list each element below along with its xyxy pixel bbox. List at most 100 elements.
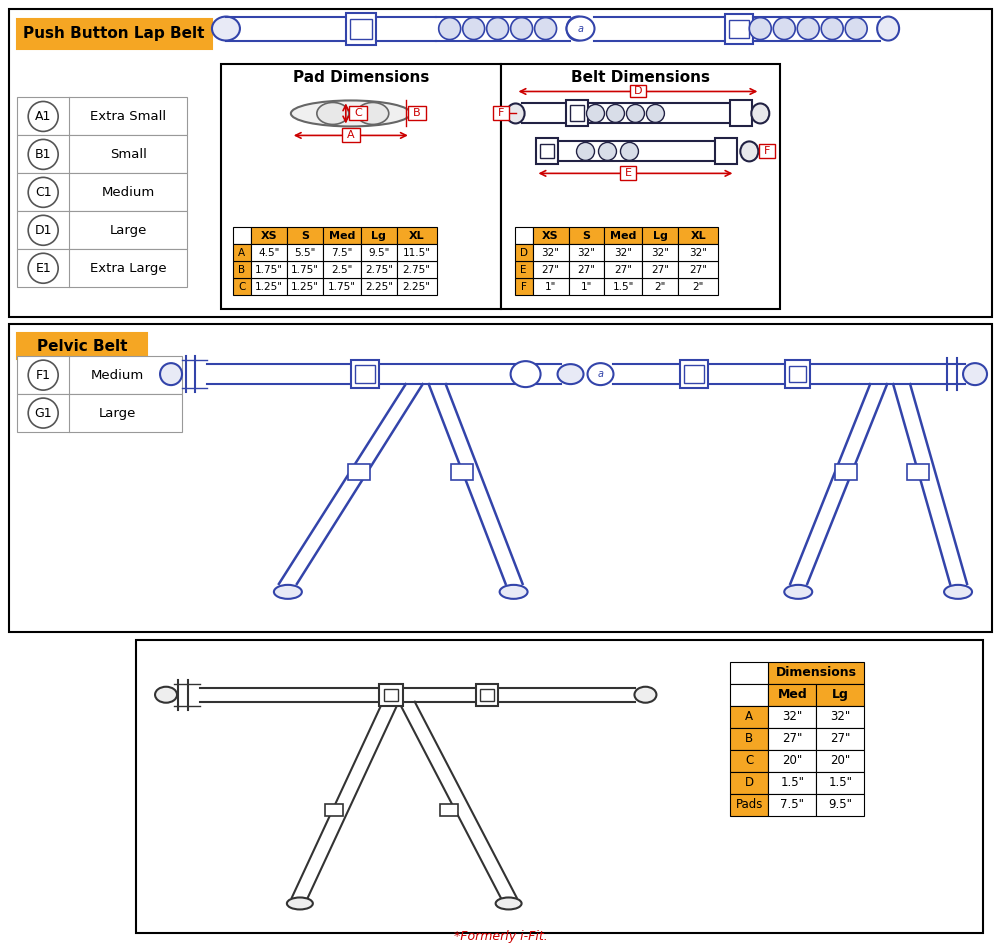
Bar — [476, 684, 498, 705]
Bar — [480, 688, 494, 701]
Ellipse shape — [500, 585, 528, 599]
Bar — [17, 173, 187, 211]
Bar — [533, 261, 569, 278]
Ellipse shape — [567, 16, 589, 41]
Text: Small: Small — [110, 148, 147, 161]
Bar — [816, 749, 864, 772]
Bar — [325, 803, 343, 816]
Text: 1.75": 1.75" — [291, 265, 319, 275]
Bar — [501, 64, 780, 309]
Bar — [604, 228, 642, 245]
Bar — [730, 794, 768, 816]
Text: 32": 32" — [651, 248, 669, 258]
Text: 11.5": 11.5" — [403, 248, 431, 258]
Bar — [348, 465, 370, 480]
Text: D: D — [520, 248, 528, 258]
Bar — [768, 684, 816, 705]
Text: XL: XL — [691, 230, 706, 241]
Ellipse shape — [558, 364, 584, 384]
Bar — [678, 245, 718, 261]
Bar — [350, 19, 372, 38]
Text: 2": 2" — [693, 282, 704, 291]
Text: F1: F1 — [36, 368, 51, 382]
Text: 32": 32" — [614, 248, 632, 258]
Text: 27": 27" — [578, 265, 596, 275]
Bar — [287, 278, 323, 295]
Bar — [768, 794, 816, 816]
Bar — [342, 129, 360, 143]
Bar — [349, 107, 367, 121]
Text: C: C — [745, 754, 753, 767]
Ellipse shape — [439, 17, 461, 40]
Text: Large: Large — [98, 407, 136, 420]
Text: *Formerly i-Fit.: *Formerly i-Fit. — [454, 930, 547, 943]
Bar — [816, 684, 864, 705]
Bar — [730, 727, 768, 749]
Text: 27": 27" — [542, 265, 560, 275]
Bar — [17, 249, 187, 288]
Text: 1.5": 1.5" — [613, 282, 634, 291]
Bar — [620, 167, 636, 180]
Text: 9.5": 9.5" — [828, 798, 852, 811]
Ellipse shape — [487, 17, 509, 40]
Text: 9.5": 9.5" — [368, 248, 389, 258]
Ellipse shape — [463, 17, 485, 40]
Bar — [251, 228, 287, 245]
Bar — [604, 261, 642, 278]
Ellipse shape — [606, 105, 624, 123]
Bar — [408, 107, 426, 121]
Bar — [355, 366, 375, 383]
Text: Med: Med — [610, 230, 637, 241]
Text: 4.5": 4.5" — [258, 248, 280, 258]
Bar — [287, 228, 323, 245]
Text: E: E — [625, 169, 632, 178]
Bar — [323, 245, 361, 261]
Text: 20": 20" — [830, 754, 850, 767]
Bar — [17, 333, 147, 359]
Bar — [515, 278, 533, 295]
Ellipse shape — [274, 585, 302, 599]
Text: 27": 27" — [830, 732, 850, 745]
Bar — [233, 228, 251, 245]
Bar — [17, 135, 187, 173]
Bar — [397, 228, 437, 245]
Bar — [251, 278, 287, 295]
Bar — [570, 106, 584, 122]
Bar — [515, 228, 533, 245]
Text: S: S — [301, 230, 309, 241]
Text: F: F — [497, 109, 504, 118]
Text: D: D — [745, 776, 754, 789]
Bar — [533, 278, 569, 295]
Bar — [604, 278, 642, 295]
Bar — [642, 228, 678, 245]
Bar — [630, 86, 646, 97]
Bar — [816, 705, 864, 727]
Ellipse shape — [317, 103, 349, 125]
Ellipse shape — [963, 363, 987, 386]
Bar — [515, 245, 533, 261]
Ellipse shape — [577, 143, 595, 160]
Bar — [835, 465, 857, 480]
Text: Large: Large — [109, 224, 147, 237]
Text: 32": 32" — [689, 248, 707, 258]
Ellipse shape — [511, 361, 541, 387]
Ellipse shape — [160, 363, 182, 386]
Text: a: a — [597, 369, 603, 379]
Bar — [361, 278, 397, 295]
Circle shape — [28, 139, 58, 169]
Text: 1": 1" — [581, 282, 592, 291]
Text: 27": 27" — [614, 265, 632, 275]
Text: G1: G1 — [34, 407, 52, 420]
Text: XS: XS — [542, 230, 559, 241]
Bar — [233, 278, 251, 295]
Text: 1.75": 1.75" — [255, 265, 283, 275]
Text: 7.5": 7.5" — [780, 798, 804, 811]
Bar — [569, 261, 604, 278]
Text: A: A — [745, 710, 753, 724]
Circle shape — [28, 253, 58, 284]
Text: Dimensions: Dimensions — [776, 666, 857, 680]
Bar — [251, 245, 287, 261]
Text: 7.5": 7.5" — [331, 248, 353, 258]
Text: 20": 20" — [782, 754, 802, 767]
Bar — [451, 465, 473, 480]
